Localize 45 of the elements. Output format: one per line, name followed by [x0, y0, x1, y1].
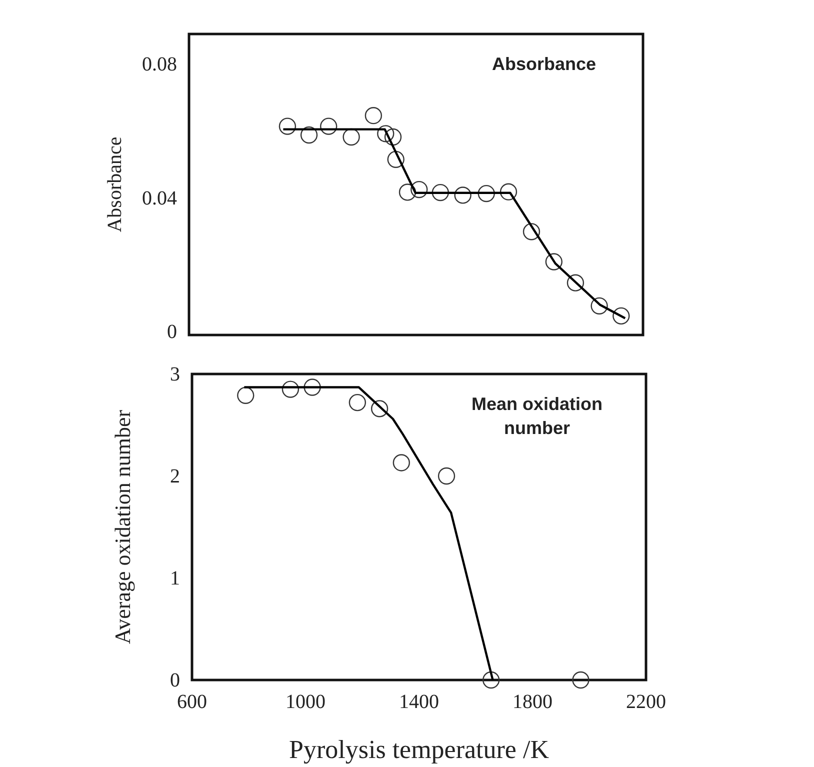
point [392, 454, 410, 472]
point [377, 125, 394, 142]
point [572, 671, 590, 689]
point [454, 186, 472, 204]
point [370, 400, 388, 418]
point [384, 128, 402, 146]
y-tick-label: 0.04 [142, 187, 177, 210]
point [545, 253, 562, 270]
point [438, 467, 456, 485]
point [387, 150, 404, 168]
line-series [282, 128, 626, 320]
y-axis-title: Average oxidation number [110, 409, 135, 644]
point [410, 180, 428, 198]
point [282, 380, 300, 398]
annotation: Absorbance [492, 54, 596, 74]
point [300, 126, 318, 144]
point [522, 223, 540, 240]
y-tick-label: 0 [170, 669, 180, 692]
x-tick-label: 600 [177, 691, 207, 714]
point [478, 184, 495, 202]
point [612, 307, 630, 324]
point [398, 184, 416, 201]
point [304, 378, 321, 396]
y-axis-title: Absorbance [104, 136, 126, 232]
point [500, 183, 518, 200]
y-tick-label: 1 [170, 567, 180, 590]
point [278, 118, 296, 135]
x-tick-label: 1000 [286, 691, 326, 714]
x-axis-title: Pyrolysis temperature /K [289, 735, 550, 764]
point [364, 107, 382, 124]
x-tick-label: 1400 [399, 691, 439, 714]
y-tick-label: 0 [167, 321, 177, 344]
point [320, 118, 338, 135]
point [348, 394, 366, 412]
x-tick-label: 2200 [626, 691, 666, 714]
point [590, 297, 608, 314]
y-tick-label: 2 [170, 465, 180, 488]
y-tick-label: 3 [170, 363, 180, 386]
annotation: Mean oxidation number [471, 394, 603, 438]
point [237, 386, 254, 404]
point [432, 184, 449, 202]
point [566, 274, 584, 292]
point [482, 671, 500, 689]
x-tick-label: 1800 [512, 691, 552, 714]
y-tick-label: 0.08 [142, 54, 177, 76]
